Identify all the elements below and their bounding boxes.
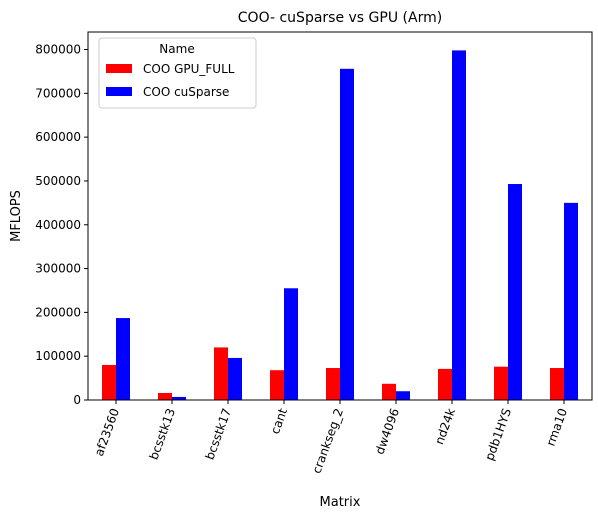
bar-pdb1HYS-cusparse: [508, 184, 522, 400]
bar-bcsstk13-cusparse: [172, 396, 186, 400]
y-axis: 0 100000 200000 300000 400000 500000 600000 700…: [35, 43, 88, 407]
legend-box: [98, 37, 257, 109]
y-tick-label: 600000: [35, 130, 81, 144]
bar-bcsstk13-gpu-full: [158, 392, 172, 400]
y-tick-label: 500000: [35, 174, 81, 188]
bar-af23560-cusparse: [116, 318, 130, 400]
y-tick-label: 0: [73, 393, 81, 407]
y-tick-label: 100000: [35, 349, 81, 363]
x-tick-label: af23560: [92, 406, 122, 458]
y-tick-label: 300000: [35, 262, 81, 276]
bar-crankseg_2-gpu-full: [326, 368, 340, 400]
bar-dw4096-cusparse: [396, 391, 410, 400]
bar-rma10-cusparse: [564, 202, 578, 400]
bar-nd24k-gpu-full: [438, 368, 452, 400]
x-tick-label: cant: [268, 406, 290, 436]
bar-cant-gpu-full: [270, 370, 284, 400]
bar-cant-cusparse: [284, 288, 298, 400]
y-tick-label: 800000: [35, 43, 81, 57]
y-tick-label: 400000: [35, 218, 81, 232]
x-tick-label: pdb1HYS: [482, 406, 514, 462]
x-axis: af23560 bcsstk13 bcsstk17 cant crankseg_2 dw4…: [92, 400, 570, 475]
bar-crankseg_2-cusparse: [340, 68, 354, 401]
x-tick-label: crankseg_2: [310, 406, 347, 475]
legend-label-gpu-full: COO GPU_FULL: [143, 62, 235, 76]
y-tick-label: 700000: [35, 86, 81, 100]
bar-pdb1HYS-gpu-full: [494, 366, 508, 400]
y-tick-label: 200000: [35, 305, 81, 319]
bar-nd24k-cusparse: [452, 50, 466, 401]
legend: Name COO GPU_FULL COO cuSparse: [98, 37, 257, 109]
x-tick-label: rma10: [544, 406, 571, 447]
legend-swatch-gpu-full: [106, 64, 132, 73]
plot-frame: [87, 31, 593, 401]
x-tick-label: bcsstk17: [203, 406, 235, 461]
bar-bcsstk17-gpu-full: [214, 347, 228, 400]
bars: [102, 50, 578, 401]
bar-rma10-gpu-full: [550, 368, 564, 400]
x-axis-label: Matrix: [320, 495, 361, 510]
bar-bcsstk17-cusparse: [228, 357, 242, 400]
legend-swatch-cusparse: [106, 87, 132, 96]
chart-title: COO- cuSparse vs GPU (Arm): [238, 10, 442, 26]
legend-title: Name: [159, 42, 194, 56]
x-tick-label: nd24k: [432, 406, 458, 446]
x-tick-label: dw4096: [373, 406, 403, 456]
y-axis-label: MFLOPS: [9, 190, 24, 242]
bar-af23560-gpu-full: [102, 364, 116, 400]
bar-dw4096-gpu-full: [382, 383, 396, 400]
legend-label-cusparse: COO cuSparse: [143, 85, 229, 99]
x-tick-label: bcsstk13: [147, 406, 179, 461]
